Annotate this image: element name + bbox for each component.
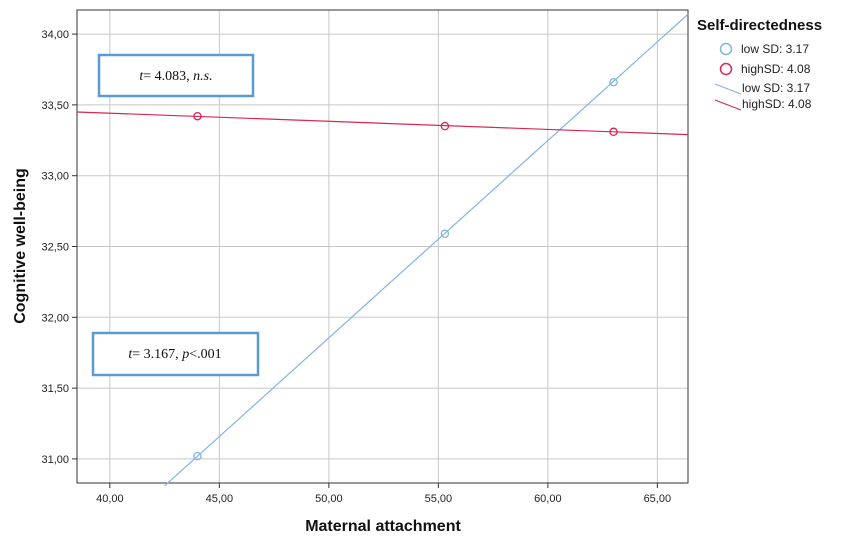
annotation-highsd: t= 4.083, n.s. <box>97 53 255 98</box>
legend-label-marker-highsd: highSD: 4.08 <box>741 62 811 76</box>
fit-line-highsd <box>76 111 689 136</box>
legend-label-marker-lowsd: low SD: 3.17 <box>741 42 809 56</box>
legend-line-lowsd <box>714 83 742 95</box>
legend-marker-highsd <box>719 62 733 76</box>
x-tick-label: 65,00 <box>644 493 672 505</box>
annotation-lowsd: t= 3.167, p<.001 <box>91 331 260 377</box>
legend-marker-lowsd <box>719 42 733 56</box>
y-tick-label: 31,50 <box>41 383 69 395</box>
y-tick-label: 32,00 <box>41 312 69 324</box>
y-axis-title: Cognitive well-being <box>12 168 29 324</box>
x-tick-label: 50,00 <box>315 493 343 505</box>
data-points <box>193 77 618 461</box>
fit-line-lowsd <box>164 13 689 487</box>
annotation-text-lowsd: t= 3.167, p<.001 <box>128 347 221 362</box>
x-tick-label: 55,00 <box>425 493 453 505</box>
legend-label-line-highsd: highSD: 4.08 <box>742 97 812 111</box>
x-tick-label: 45,00 <box>206 493 234 505</box>
annotation-box-lowsd <box>91 331 260 377</box>
y-tick-label: 33,50 <box>41 100 69 112</box>
x-axis-title: Maternal attachment <box>305 518 461 535</box>
data-point-lowsd <box>609 77 618 87</box>
data-point-highsd <box>193 111 202 121</box>
x-tick-label: 40,00 <box>96 493 124 505</box>
legend-label-line-lowsd: low SD: 3.17 <box>742 81 810 95</box>
fit-lines <box>76 13 689 487</box>
data-point-highsd <box>440 121 450 131</box>
annotation-text-highsd: t= 4.083, n.s. <box>139 69 212 84</box>
y-axis-ticks: 31,00 31,50 32,00 32,50 33,00 33,50 34,00 <box>41 29 77 466</box>
y-tick-label: 32,50 <box>41 242 69 254</box>
data-point-lowsd <box>193 451 202 461</box>
legend-line-highsd <box>714 99 742 111</box>
x-axis-ticks: 40,00 45,00 50,00 55,00 60,00 65,00 <box>96 483 671 505</box>
legend: Self-directedness low SD: 3.17 highSD: 4… <box>697 17 822 111</box>
annotation-box-highsd <box>97 53 255 98</box>
data-point-highsd <box>609 127 618 137</box>
grid <box>77 10 688 483</box>
y-tick-label: 33,00 <box>41 171 69 183</box>
y-tick-label: 34,00 <box>41 29 69 41</box>
y-tick-label: 31,00 <box>41 454 69 466</box>
legend-title: Self-directedness <box>697 17 822 34</box>
data-point-lowsd <box>440 229 450 239</box>
x-tick-label: 60,00 <box>534 493 562 505</box>
